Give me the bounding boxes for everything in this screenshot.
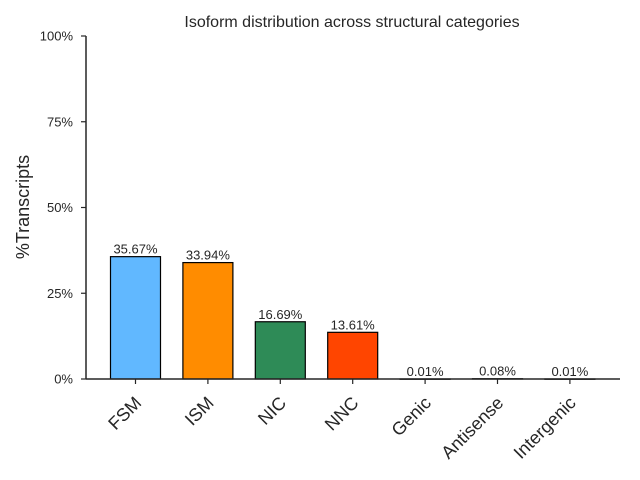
y-tick-label: 50%: [47, 200, 73, 215]
x-tick-label-intergenic: Intergenic: [510, 393, 580, 463]
chart-title: Isoform distribution across structural c…: [184, 14, 519, 31]
y-tick-label: 100%: [40, 29, 74, 44]
bar-fsm: [109, 256, 162, 380]
y-tick-label: 0%: [54, 372, 73, 387]
x-tick-label-nic: NIC: [254, 393, 290, 429]
y-tick-label: 25%: [47, 286, 73, 301]
data-label-intergenic: 0.01%: [551, 364, 588, 379]
x-tick-label-fsm: FSM: [104, 393, 145, 434]
y-axis-ticks: 0% 25% 50% 75% 100%: [40, 29, 86, 387]
x-tick-label-antisense: Antisense: [437, 393, 507, 463]
data-label-nnc: 13.61%: [331, 317, 376, 332]
x-tick-label-ism: ISM: [181, 393, 218, 430]
data-label-ism: 33.94%: [186, 248, 231, 263]
x-tick-label-nnc: NNC: [321, 393, 363, 435]
x-axis-ticks: FSM ISM NIC NNC Genic Antisense Intergenic: [104, 379, 580, 463]
y-axis-label: %Transcripts: [13, 155, 33, 259]
data-labels: 35.67% 33.94% 16.69% 13.61% 0.01% 0.08% 0.01%: [113, 242, 588, 379]
data-label-antisense: 0.08%: [479, 364, 516, 379]
data-label-fsm: 35.67%: [113, 242, 158, 257]
x-tick-label-genic: Genic: [388, 393, 435, 440]
bar-ism: [182, 261, 234, 380]
data-label-nic: 16.69%: [258, 307, 303, 322]
bar-nnc: [327, 331, 379, 380]
bar-nic: [254, 321, 306, 380]
y-tick-label: 75%: [47, 114, 73, 129]
data-label-genic: 0.01%: [407, 364, 444, 379]
